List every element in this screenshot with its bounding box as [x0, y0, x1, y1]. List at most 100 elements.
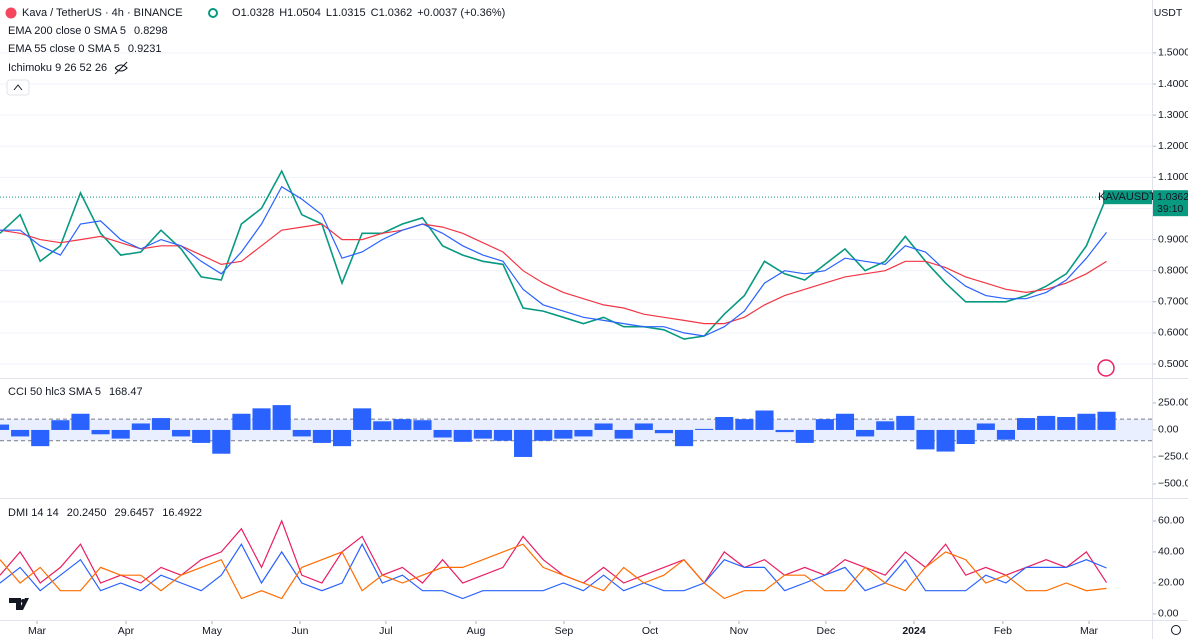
y-tick-label: −250.00	[1158, 451, 1188, 463]
tv-logo-dot	[21, 599, 25, 603]
collapse-icon	[13, 84, 23, 91]
cci-bar	[0, 424, 10, 430]
hidden-icon	[114, 61, 128, 75]
chart-title: Kava / TetherUS · 4h · BINANCE	[22, 7, 183, 19]
cci-bar	[252, 408, 271, 430]
ohlc-label: O	[232, 7, 241, 19]
indicator-line	[0, 543, 1107, 600]
y-tick-label: 1.2000	[1158, 140, 1188, 152]
cci-bar	[1057, 416, 1076, 430]
cci-bar	[433, 429, 452, 438]
cci-bar	[131, 423, 150, 430]
price-tag	[1153, 190, 1188, 217]
cci-bar	[795, 429, 814, 443]
alert-icon[interactable]	[1097, 359, 1115, 377]
y-tick-label: 0.5000	[1158, 358, 1188, 370]
cci-bar	[292, 429, 311, 437]
cci-bar	[172, 429, 191, 437]
cci-bar	[1017, 418, 1036, 430]
cci-bar	[594, 423, 613, 430]
indicator-title: DMI 14 14	[8, 507, 59, 519]
legend-value: 0.8298	[134, 25, 168, 37]
cci-bar	[373, 421, 392, 430]
cci-bar	[514, 429, 533, 457]
legend-entry: EMA 200 close 0 SMA 5	[8, 25, 126, 37]
cci-bar	[413, 420, 432, 430]
legend-value: 168.47	[109, 386, 143, 398]
cci-bar	[212, 429, 231, 454]
settings-icon[interactable]	[1171, 625, 1181, 635]
y-tick-label: 40.00	[1158, 546, 1184, 558]
cci-bar	[11, 429, 30, 437]
cci-bar	[956, 429, 975, 444]
symbol-logo	[5, 7, 17, 19]
cci-bar	[936, 429, 955, 452]
tv-logo	[9, 598, 29, 610]
cci-bar	[654, 429, 673, 434]
legend-value: 20.2450	[67, 507, 107, 519]
y-tick-label: 1.1000	[1158, 171, 1188, 183]
cci-bar	[473, 429, 492, 439]
indicator-title: CCI 50 hlc3 SMA 5	[8, 386, 101, 398]
x-tick-label: May	[202, 625, 223, 637]
cci-bar	[332, 429, 352, 447]
price-change: +0.0037 (+0.36%)	[417, 7, 505, 19]
y-tick-label: −500.00	[1158, 478, 1188, 490]
collapse-button[interactable]	[6, 79, 30, 96]
marks-layer	[0, 169, 1116, 600]
symbol-tag	[1103, 190, 1152, 205]
cci-bar	[775, 429, 794, 433]
ohlc-value: 1.0362	[379, 7, 413, 19]
cci-bar	[856, 429, 875, 437]
price-tag-value: 1.0362	[1157, 191, 1188, 203]
cci-bar	[574, 429, 593, 437]
x-tick-label: Nov	[730, 625, 749, 637]
ohlc-value: 1.0315	[332, 7, 366, 19]
cci-bar	[393, 419, 412, 430]
x-tick-label: Feb	[994, 625, 1012, 637]
x-tick-label: Apr	[118, 625, 135, 637]
cci-bar	[353, 408, 372, 430]
cci-bar	[835, 413, 855, 430]
cci-bar	[71, 413, 90, 430]
market-status	[208, 8, 218, 18]
y-tick-label: 1.3000	[1158, 109, 1188, 121]
cci-bar	[755, 410, 774, 430]
ohlc-value: 1.0328	[241, 7, 275, 19]
indicator-line	[0, 542, 1107, 600]
y-tick-label: 0.7000	[1158, 296, 1188, 308]
cci-bar	[111, 429, 130, 439]
cci-bar	[614, 429, 633, 439]
cci-bar	[493, 429, 513, 441]
ohlc-label: C	[371, 7, 379, 19]
cci-bar	[192, 429, 211, 443]
cci-bar	[91, 429, 110, 435]
x-tick-label: Sep	[555, 625, 574, 637]
cci-bar	[534, 429, 553, 441]
currency-label: USDT	[1154, 7, 1183, 19]
indicator-line	[0, 519, 1108, 584]
price-line	[0, 169, 1108, 340]
legend-value: 0.9231	[128, 43, 162, 55]
cci-bar	[31, 429, 50, 447]
x-tick-label: Mar	[1080, 625, 1099, 637]
y-tick-label: 20.00	[1158, 577, 1184, 589]
cci-bar	[695, 428, 714, 430]
y-tick-label: 1.4000	[1158, 78, 1188, 90]
x-tick-label: Mar	[28, 625, 47, 637]
cci-bar	[232, 413, 251, 430]
symbol-tag-label: KAVAUSDT	[1098, 191, 1156, 203]
legend-value: 29.6457	[115, 507, 155, 519]
x-tick-label: Jun	[292, 625, 309, 637]
y-tick-label: 0.00	[1158, 608, 1179, 620]
indicator-line	[0, 223, 1107, 325]
cci-bar	[51, 420, 70, 430]
ohlc-label: L	[326, 7, 332, 19]
cci-bar	[715, 416, 734, 430]
cci-bar	[151, 418, 171, 430]
x-tick-label: Dec	[817, 625, 836, 637]
cci-bar	[554, 429, 573, 439]
y-tick-label: 1.5000	[1158, 47, 1188, 59]
y-tick-label: 60.00	[1158, 515, 1184, 527]
